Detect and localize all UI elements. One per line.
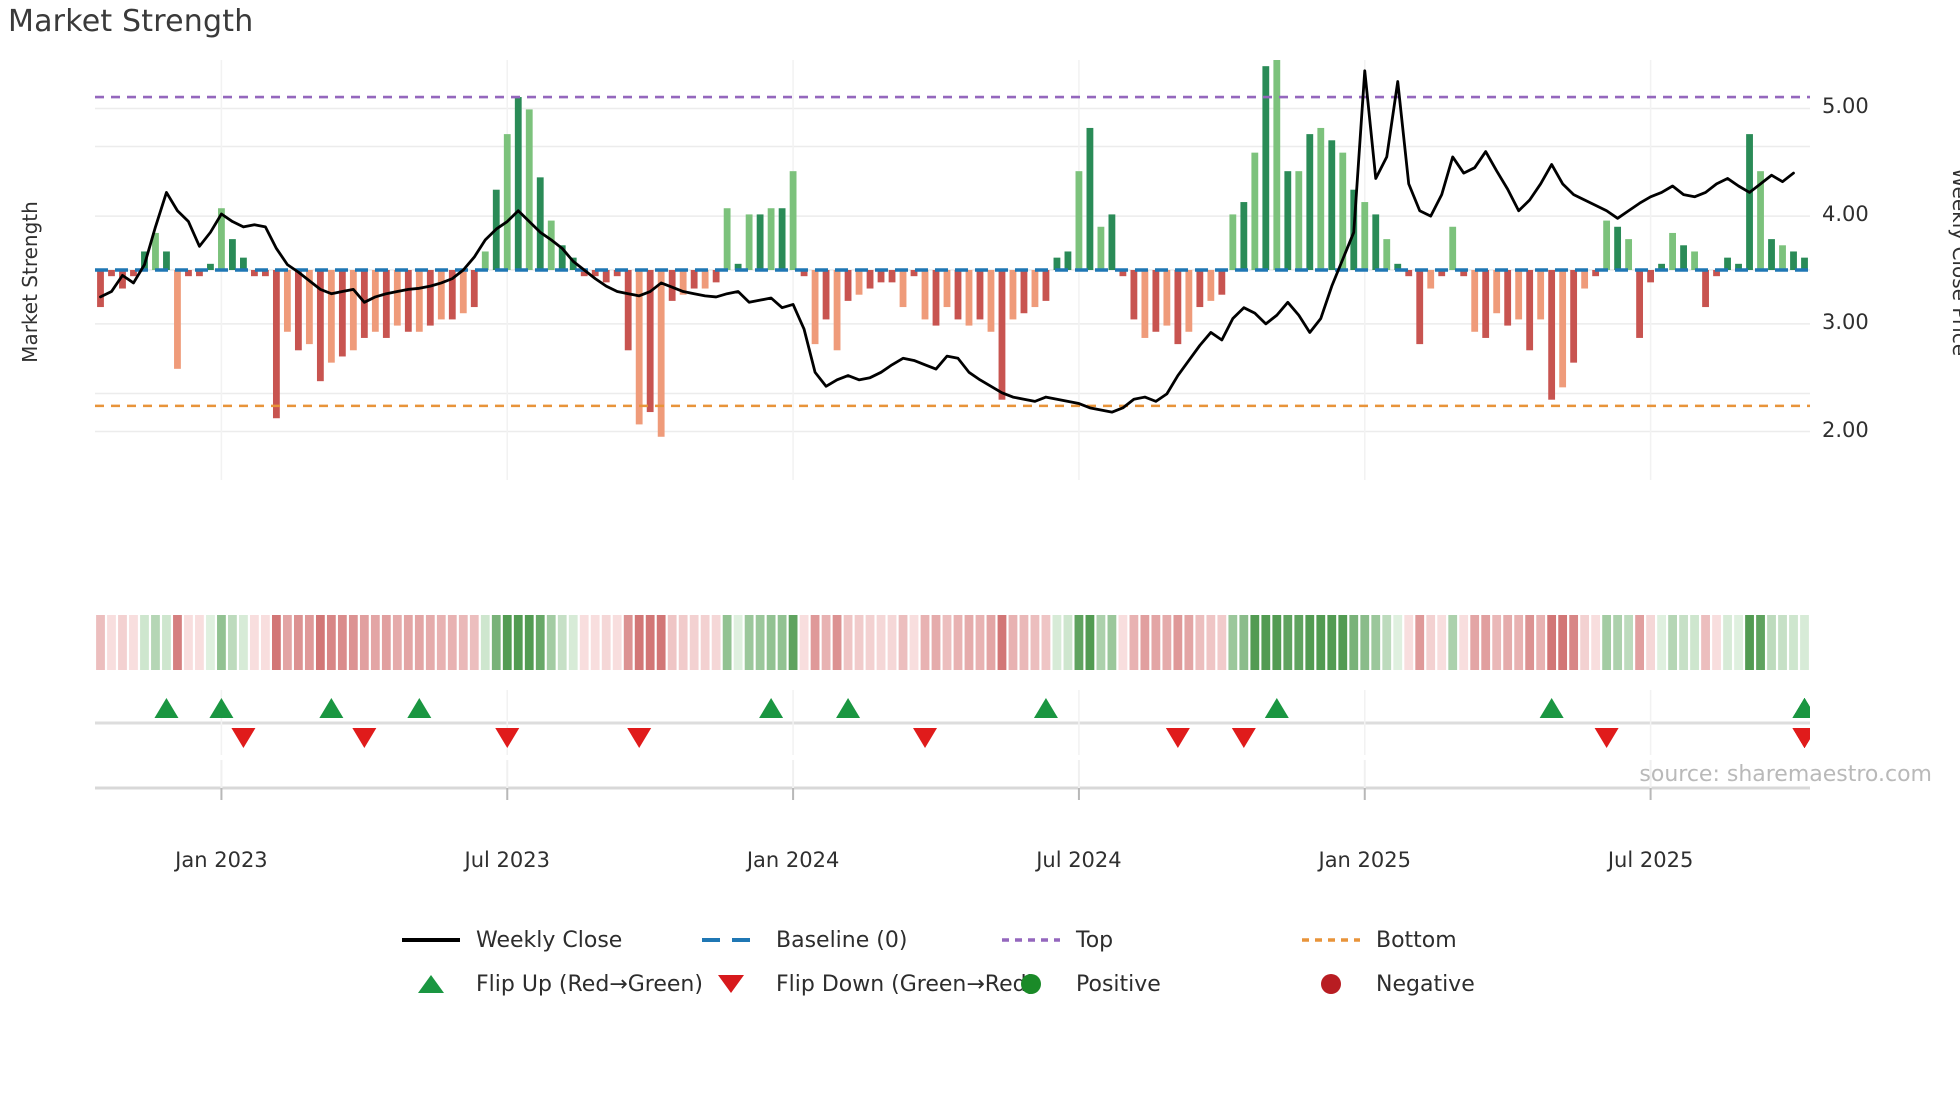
legend-label: Negative (1376, 971, 1475, 997)
x-axis-tick: Jul 2025 (1607, 848, 1694, 872)
solid-line-icon (400, 929, 462, 951)
legend-item-flip-up[interactable]: Flip Up (Red→Green) (400, 971, 703, 997)
page-title: Market Strength (8, 4, 254, 39)
flip-marker-track (95, 690, 1810, 755)
y-axis-right-tick: 5.00 (1822, 94, 1869, 119)
legend-item-top[interactable]: Top (1000, 928, 1300, 953)
circle-icon (1000, 973, 1062, 995)
y-axis-right-tick: 3.00 (1822, 309, 1869, 334)
triangle-up-icon (400, 973, 462, 995)
circle-icon (1300, 973, 1362, 995)
legend-item-weekly-close[interactable]: Weekly Close (400, 928, 700, 953)
legend-label: Top (1076, 927, 1114, 953)
x-axis-tick: Jul 2023 (464, 848, 550, 872)
y-axis-right-label: Weekly Close Price (1948, 167, 1960, 357)
chart-legend: Weekly Close Baseline (0) Top Bottom Fli… (0, 918, 1960, 1006)
legend-label: Flip Up (Red→Green) (476, 971, 703, 997)
x-axis-tick: Jan 2023 (175, 848, 268, 872)
dotted-line-icon (1300, 929, 1362, 951)
y-axis-right-tick: 2.00 (1822, 417, 1869, 442)
legend-label: Bottom (1376, 927, 1457, 953)
y-axis-right-tick: 4.00 (1822, 202, 1869, 227)
legend-row-2: Flip Up (Red→Green) Flip Down (Green→Red… (0, 962, 1960, 1006)
legend-item-flip-down[interactable]: Flip Down (Green→Red) (700, 972, 1035, 997)
legend-item-positive[interactable]: Positive (1000, 972, 1300, 997)
legend-row-1: Weekly Close Baseline (0) Top Bottom (0, 918, 1960, 962)
legend-label: Weekly Close (476, 927, 623, 953)
x-axis-tick: Jul 2024 (1036, 848, 1122, 872)
x-axis (95, 760, 1810, 840)
legend-item-bottom[interactable]: Bottom (1300, 928, 1560, 953)
y-axis-left-label: Market Strength (18, 201, 42, 363)
strength-heatmap-strip (95, 615, 1810, 670)
legend-label: Flip Down (Green→Red) (776, 971, 1036, 997)
legend-item-baseline[interactable]: Baseline (0) (700, 928, 1000, 953)
main-plot-area (95, 60, 1810, 480)
dashed-line-icon (700, 929, 762, 951)
dotted-line-icon (1000, 929, 1062, 951)
legend-label: Baseline (0) (776, 927, 908, 953)
triangle-down-icon (700, 973, 762, 995)
legend-item-negative[interactable]: Negative (1300, 972, 1560, 997)
legend-label: Positive (1076, 971, 1161, 997)
source-attribution: source: sharemaestro.com (1639, 762, 1932, 787)
x-axis-tick: Jan 2025 (1318, 848, 1412, 872)
x-axis-tick: Jan 2024 (746, 848, 840, 872)
